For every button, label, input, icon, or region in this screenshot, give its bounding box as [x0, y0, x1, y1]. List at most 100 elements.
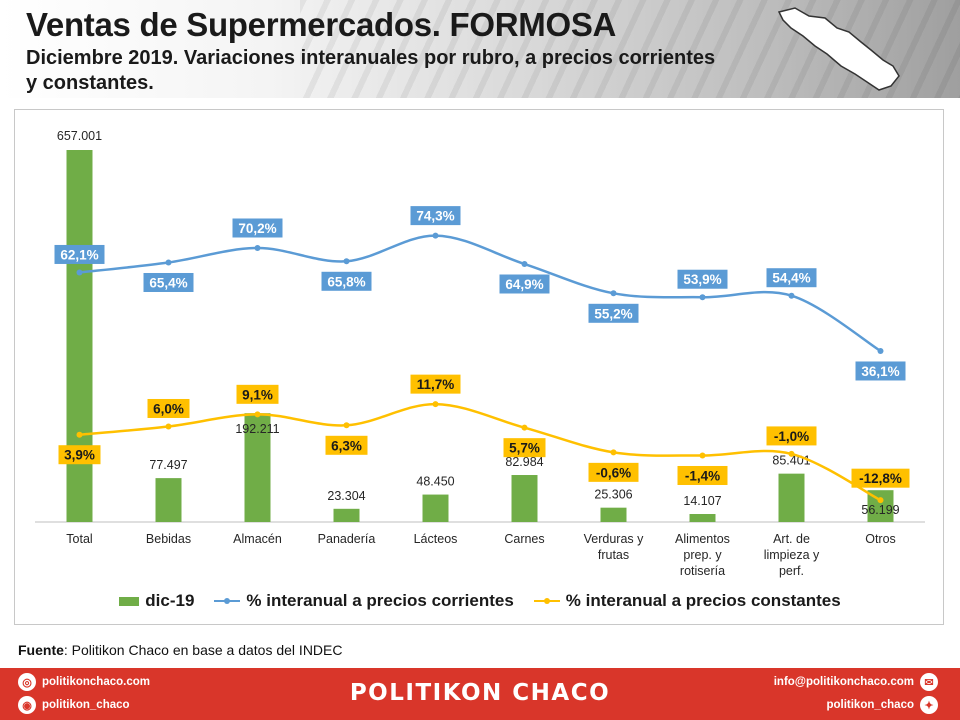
- mail-icon: ✉: [920, 673, 938, 691]
- corrientes-label-1: 65,4%: [149, 275, 187, 290]
- source-label: Fuente: [18, 642, 64, 658]
- legend-label-constantes: % interanual a precios constantes: [565, 591, 841, 610]
- constantes-label-8: -1,0%: [774, 429, 809, 444]
- category-label-6-1: frutas: [598, 548, 629, 562]
- point-constantes-5: [521, 424, 528, 431]
- bar-3: [333, 508, 360, 522]
- point-constantes-4: [432, 401, 439, 408]
- legend-constantes-swatch: [533, 596, 560, 606]
- point-constantes-0: [76, 431, 83, 438]
- constantes-label-3-box: [325, 435, 368, 455]
- corrientes-label-9-box: [855, 361, 906, 381]
- corrientes-label-5: 64,9%: [505, 277, 543, 292]
- point-corrientes-7: [699, 294, 706, 301]
- bar-5: [511, 475, 538, 522]
- corrientes-label-5-box: [499, 274, 550, 294]
- corrientes-label-7: 53,9%: [683, 272, 721, 287]
- point-corrientes-2: [254, 244, 261, 251]
- category-label-3-0: Panadería: [318, 532, 376, 546]
- corrientes-label-4-box: [410, 206, 461, 226]
- bar-8: [778, 473, 805, 522]
- point-constantes-9: [877, 497, 884, 504]
- constantes-label-7-box: [677, 465, 728, 485]
- footer-website[interactable]: ◎ politikonchaco.com: [18, 673, 150, 691]
- point-constantes-7: [699, 452, 706, 459]
- footer-twitter-text: politikon_chaco: [826, 699, 914, 711]
- category-label-6-0: Verduras y: [584, 532, 645, 546]
- bar-value-label-3: 23.304: [327, 489, 365, 503]
- twitter-icon: ✦: [920, 696, 938, 714]
- constantes-label-2: 9,1%: [242, 387, 273, 402]
- header-banner: Ventas de Supermercados. FORMOSA Diciemb…: [0, 0, 960, 98]
- point-corrientes-5: [521, 261, 528, 268]
- legend-label-corrientes: % interanual a precios corrientes: [246, 591, 514, 610]
- constantes-label-6-box: [588, 462, 639, 482]
- source-text: : Politikon Chaco en base a datos del IN…: [63, 642, 343, 658]
- point-corrientes-4: [432, 232, 439, 239]
- point-constantes-1: [165, 423, 172, 430]
- footer-instagram[interactable]: ◉ politikon_chaco: [18, 696, 130, 714]
- corrientes-label-3: 65,8%: [327, 274, 365, 289]
- point-constantes-2: [254, 411, 261, 418]
- constantes-label-2-box: [236, 384, 279, 404]
- bar-value-label-1: 77.497: [149, 458, 187, 472]
- footer-email-text: info@politikonchaco.com: [773, 676, 914, 688]
- bar-value-label-5: 82.984: [505, 455, 543, 469]
- bar-value-label-0: 657.001: [57, 129, 102, 143]
- legend-item-bars: dic-19: [119, 591, 194, 611]
- bar-0: [66, 150, 93, 522]
- constantes-label-6: -0,6%: [596, 465, 631, 480]
- bar-value-label-9: 56.199: [861, 503, 899, 517]
- corrientes-label-6-box: [588, 303, 639, 323]
- bar-2: [244, 413, 271, 522]
- footer-brand: POLITIKON CHACO: [349, 680, 611, 706]
- category-label-7-1: prep. y: [683, 548, 722, 562]
- point-constantes-3: [343, 422, 350, 429]
- constantes-label-5-box: [503, 438, 546, 458]
- line-constantes: [79, 402, 882, 502]
- constantes-label-1-box: [147, 398, 190, 418]
- category-label-2-0: Almacén: [233, 532, 282, 546]
- constantes-label-9-box: [851, 468, 910, 488]
- category-label-0-0: Total: [66, 532, 92, 546]
- legend-item-constantes: % interanual a precios constantes: [533, 591, 841, 611]
- legend-label-bars: dic-19: [145, 591, 195, 610]
- constantes-label-7: -1,4%: [685, 468, 720, 483]
- point-corrientes-1: [165, 259, 172, 266]
- legend-corrientes-swatch: [214, 596, 241, 606]
- bar-value-label-6: 25.306: [594, 488, 632, 502]
- bar-6: [600, 507, 627, 522]
- globe-icon: ◎: [18, 673, 36, 691]
- point-corrientes-0: [76, 269, 83, 276]
- constantes-label-0: 3,9%: [64, 448, 95, 463]
- corrientes-label-9: 36,1%: [861, 364, 899, 379]
- formosa-map-icon: [777, 7, 900, 91]
- footer-bar: ◎ politikonchaco.com ◉ politikon_chaco P…: [0, 668, 960, 720]
- corrientes-label-8: 54,4%: [772, 271, 810, 286]
- legend-item-corrientes: % interanual a precios corrientes: [214, 591, 514, 611]
- bar-7: [689, 514, 716, 522]
- category-label-8-1: limpieza y: [764, 548, 820, 562]
- chart-svg: 657.001 77.497 192.211 23.304 48.450 82.984 25…: [35, 129, 925, 578]
- chart-container: 657.001 77.497 192.211 23.304 48.450 82.984 25…: [14, 109, 944, 625]
- chart-legend: dic-19 % interanual a precios corrientes…: [15, 588, 945, 614]
- constantes-label-9: -12,8%: [859, 471, 902, 486]
- line-corrientes: [79, 234, 882, 353]
- bar-value-label-4: 48.450: [416, 475, 454, 489]
- point-corrientes-3: [343, 258, 350, 265]
- category-label-8-2: perf.: [779, 564, 804, 578]
- corrientes-label-2: 70,2%: [238, 221, 276, 236]
- bar-1: [155, 478, 182, 522]
- constantes-label-0-box: [58, 445, 101, 465]
- constantes-label-5: 5,7%: [509, 441, 540, 456]
- corrientes-label-6: 55,2%: [594, 306, 632, 321]
- point-corrientes-9: [877, 347, 884, 354]
- footer-email[interactable]: info@politikonchaco.com ✉: [774, 673, 938, 691]
- corrientes-label-0-box: [54, 244, 105, 264]
- footer-twitter[interactable]: politikon_chaco ✦: [826, 696, 938, 714]
- corrientes-label-0: 62,1%: [60, 247, 98, 262]
- point-constantes-8: [788, 450, 795, 457]
- constantes-label-1: 6,0%: [153, 401, 184, 416]
- category-label-7-0: Alimentos: [675, 532, 730, 546]
- constantes-label-4: 11,7%: [417, 377, 455, 392]
